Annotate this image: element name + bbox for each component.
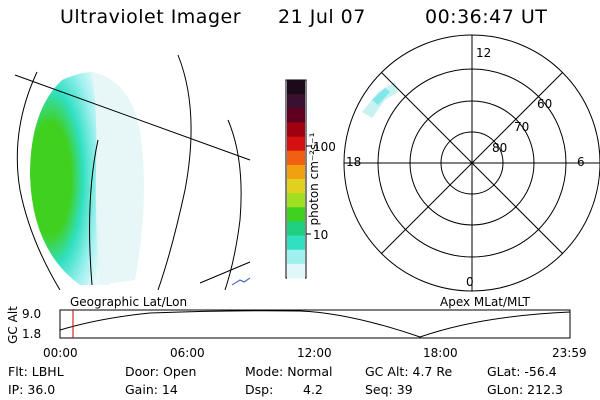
lon-arc-2	[89, 139, 99, 286]
footer-gcalt: GC Alt: 4.7 Re	[365, 364, 453, 379]
colorbar-cell	[287, 221, 305, 237]
colorbar-tick-100: 100	[313, 140, 336, 154]
lat-line	[14, 74, 251, 161]
colorbar-cell	[287, 235, 305, 251]
lat-label-60: 60	[537, 97, 553, 111]
altitude-ytick-1: 1.8	[22, 327, 42, 341]
footer-dsp-value: 4.2	[303, 382, 323, 397]
faint-emission	[92, 72, 144, 285]
lon-arc-1	[16, 71, 61, 290]
colorbar-cell	[287, 164, 305, 180]
geographic-panel	[14, 54, 251, 290]
lon-arc-3	[157, 54, 192, 290]
colorbar-cell	[287, 150, 305, 166]
mlt-label-6: 6	[577, 155, 585, 169]
mlt-label-18: 18	[346, 155, 362, 169]
instrument-title: Ultraviolet Imager	[60, 6, 242, 28]
altitude-xtick-1: 06:00	[170, 346, 205, 360]
altitude-curve	[59, 310, 571, 338]
lat-label-70: 70	[514, 120, 530, 134]
altitude-xtick-0: 00:00	[43, 346, 78, 360]
colorbar-cell	[287, 108, 305, 123]
footer-glon: GLon: 212.3	[487, 382, 563, 397]
lon-arc-4	[224, 119, 242, 290]
altitude-xtick-2: 12:00	[297, 346, 332, 360]
altitude-plot	[59, 309, 571, 339]
lat-label-80: 80	[492, 141, 508, 155]
colorbar-cell	[287, 249, 305, 265]
colorbar-cell	[287, 207, 305, 222]
colorbar-cell	[287, 193, 305, 208]
colorbar-cell	[287, 80, 305, 95]
lat-line-2	[199, 261, 251, 284]
geographic-caption: Geographic Lat/Lon	[70, 295, 188, 309]
footer-gain: Gain: 14	[125, 382, 178, 397]
date-label: 21 Jul 07	[278, 6, 366, 28]
colorbar-cell	[287, 136, 305, 152]
footer-seq: Seq: 39	[365, 382, 413, 397]
colorbar-cell	[287, 94, 305, 109]
altitude-ylabel: GC Alt	[5, 306, 20, 344]
colorbar	[285, 79, 311, 279]
footer-dsp-label: Dsp:	[245, 382, 274, 397]
footer-glat: GLat: -56.4	[487, 364, 557, 379]
footer-door: Door: Open	[125, 364, 197, 379]
colorbar-cell	[287, 122, 305, 138]
mlt-label-12: 12	[476, 46, 492, 60]
colorbar-cell	[287, 179, 305, 194]
altitude-xtick-3: 18:00	[423, 346, 458, 360]
colorbar-tick-10: 10	[313, 228, 329, 242]
mlt-label-0: 0	[466, 275, 474, 289]
time-label: 00:36:47 UT	[425, 6, 548, 28]
footer-mode: Mode: Normal	[245, 364, 333, 379]
footer-ip: IP: 36.0	[8, 382, 56, 397]
altitude-ytick-9: 9.0	[22, 307, 42, 321]
altitude-xtick-4: 23:59	[552, 346, 587, 360]
footer-flt: Flt: LBHL	[8, 364, 64, 379]
colorbar-unit-label: photon cm⁻²s⁻¹	[307, 132, 321, 226]
apex-caption: Apex MLat/MLT	[440, 295, 530, 309]
coastline	[231, 277, 251, 286]
polar-plot	[343, 34, 600, 292]
colorbar-cell	[287, 263, 305, 279]
